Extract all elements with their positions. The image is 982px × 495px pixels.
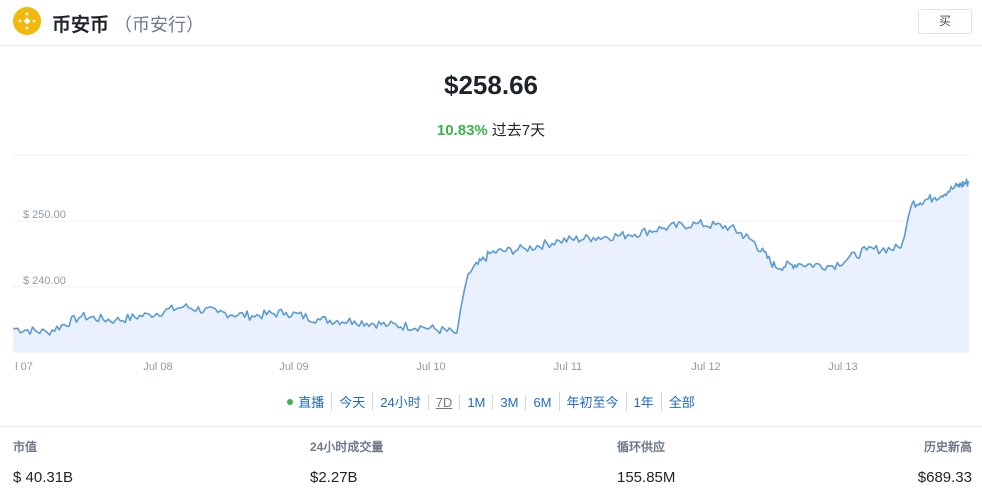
stat-label: 市值 [13,440,38,454]
range-label: 年初至今 [566,395,619,410]
x-tick-label: Jul 09 [279,361,308,373]
stat-circulating-supply: 循环供应 155.85M [617,438,675,486]
range-label: 直播 [298,395,325,410]
stat-label: 循环供应 [617,440,666,454]
y-tick-label: $ 240.00 [23,275,66,287]
price-area-fill [13,179,969,352]
time-range-selector: 直播 今天 24小时 7D 1M 3M 6M 年初至今 1年 全部 [0,392,982,411]
range-24小时[interactable]: 24小时 [372,392,427,411]
range-label: 今天 [339,395,366,410]
x-tick-label: Jul 10 [416,361,445,373]
stat-value: $2.27B [310,469,358,486]
range-label: 6M [533,395,552,410]
stats-divider [0,426,982,427]
range-年初至今[interactable]: 年初至今 [558,392,626,411]
bnb-logo-icon [13,7,41,35]
change-percent: 10.83% [436,122,488,139]
x-tick-label: Jul 11 [554,361,583,373]
range-直播[interactable]: 直播 [280,392,331,411]
range-label: 3M [500,395,519,410]
stat-all-time-high: 历史新高 $689.33 [918,438,972,486]
range-label: 全部 [668,395,695,410]
range-1年[interactable]: 1年 [625,392,661,411]
y-tick-label: $ 250.00 [23,209,66,221]
coin-header: 币安币 （币安行） 买 [0,0,982,46]
range-全部[interactable]: 全部 [660,392,702,411]
stat-market-cap: 市值 $ 40.31B [13,438,73,486]
range-6m[interactable]: 6M [525,395,558,410]
x-tick-label: Jul 13 [828,361,857,373]
change-period-label: 过去7天 [491,122,546,139]
stat-label: 24小时成交量 [310,440,384,454]
buy-button[interactable]: 买 [918,9,972,34]
range-label: 7D [435,395,453,410]
stat-label: 历史新高 [923,440,972,454]
range-今天[interactable]: 今天 [331,392,372,411]
range-1m[interactable]: 1M [459,395,492,410]
range-label: 24小时 [380,395,421,410]
price-line [12,178,970,336]
live-dot-icon [287,399,294,405]
stat-24h-volume: 24小时成交量 $2.27B [310,438,383,486]
x-tick-label: Jul 12 [691,361,720,373]
stat-value: $689.33 [917,469,972,486]
coin-subtitle: （币安行） [114,15,204,35]
range-7d[interactable]: 7D [427,395,460,410]
coin-name: 币安币 [52,15,110,36]
stat-value: 155.85M [617,469,676,486]
stat-value: $ 40.31B [13,469,74,486]
range-3m[interactable]: 3M [492,395,525,410]
range-label: 1M [467,395,486,410]
x-tick-label: Jul 08 [143,361,172,373]
price-chart[interactable]: $ 240.00 $ 250.00 l 07 Jul 08 Jul 09 Jul 10 Ju… [0,146,982,378]
range-label: 1年 [633,395,654,410]
current-price: $258.66 [444,70,538,100]
price-change: 10.83% 过去7天 [0,119,982,140]
x-tick-label: l 07 [15,361,33,373]
